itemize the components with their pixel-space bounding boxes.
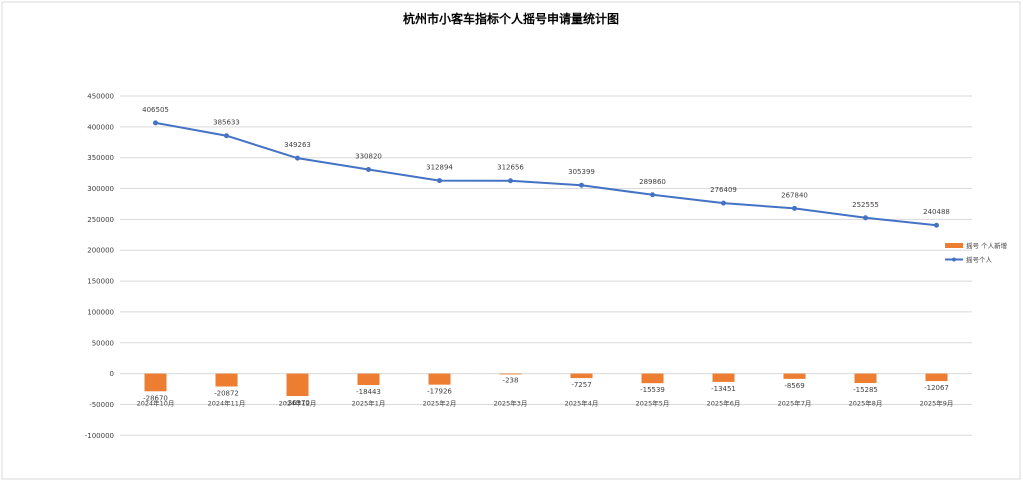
bar-data-label: -28670 [143, 394, 168, 402]
line-data-label: 289860 [639, 178, 666, 186]
bar [641, 373, 664, 384]
bar-series: -28670 -20872 -36370 -18443 -17926 -238 -7257 -… [143, 373, 949, 407]
legend-label-bar: 摇号 个人新增 [966, 241, 1007, 250]
x-tick-label: 2025年2月 [423, 399, 457, 408]
bar [286, 373, 309, 397]
bar-data-label: -238 [503, 377, 519, 385]
legend-swatch-marker [952, 257, 956, 262]
bar [854, 373, 877, 384]
chart-title: 杭州市小客车指标个人摇号申请量统计图 [403, 11, 619, 26]
bar [428, 373, 451, 385]
bar [499, 373, 522, 375]
bar [712, 373, 735, 382]
line-point [792, 205, 797, 211]
bar [144, 373, 167, 392]
line-data-label: 240488 [923, 208, 950, 216]
x-tick-label: 2024年11月 [208, 399, 246, 408]
bar-data-label: -36370 [285, 399, 310, 407]
line-data-label: 385633 [213, 119, 240, 127]
line-series: 406505 385633 349263 330820 312894 312656 3053… [142, 106, 950, 228]
x-tick-label: 2025年6月 [707, 399, 741, 408]
line-point [863, 215, 868, 221]
bar-data-label: -20872 [214, 389, 239, 397]
bar-data-label: -8569 [784, 382, 804, 390]
line-point [579, 182, 584, 188]
grid-lines [120, 95, 972, 436]
bar-data-label: -17926 [427, 388, 452, 396]
line-data-label: 330820 [355, 153, 382, 161]
x-tick-label: 2024年12月 [279, 399, 317, 408]
line-point [721, 200, 726, 206]
y-tick-label: 0 [110, 370, 114, 378]
bar [925, 373, 948, 382]
line-data-label: 312894 [426, 164, 453, 172]
x-tick-label: 2025年1月 [352, 399, 386, 408]
x-tick-label: 2025年5月 [636, 399, 670, 408]
bar [357, 373, 380, 385]
y-tick-label: 200000 [87, 247, 114, 255]
line-data-label: 406505 [142, 106, 169, 114]
x-axis-labels: 2024年10月 2024年11月 2024年12月 2025年1月 2025年2月 20… [137, 399, 954, 408]
line-point [508, 178, 513, 184]
y-tick-label: 150000 [87, 278, 114, 286]
y-tick-label: 450000 [87, 93, 114, 101]
y-tick-label: 350000 [87, 154, 114, 162]
line-point [934, 222, 939, 228]
bar-data-label: -18443 [356, 388, 381, 396]
x-tick-label: 2025年4月 [565, 399, 599, 408]
bar-data-label: -12067 [924, 384, 949, 392]
y-tick-label: -100000 [85, 432, 114, 440]
bar-data-label: -13451 [711, 385, 736, 393]
legend: 摇号 个人新增 摇号个人 [945, 241, 1007, 264]
line-data-label: 252555 [852, 201, 879, 209]
line-data-label: 349263 [284, 141, 311, 149]
y-axis: 450000 400000 350000 300000 250000 200000 1500… [85, 93, 114, 440]
legend-swatch-bar [945, 243, 963, 248]
y-tick-label: 50000 [92, 339, 114, 347]
bar-data-label: -15539 [640, 386, 665, 394]
line-data-label: 267840 [781, 191, 808, 199]
line-point [650, 192, 655, 198]
line-point [295, 155, 300, 161]
line-path [155, 121, 937, 227]
x-tick-label: 2025年8月 [849, 399, 883, 408]
y-tick-label: 400000 [87, 123, 114, 131]
x-tick-label: 2025年3月 [494, 399, 528, 408]
line-point [224, 133, 229, 139]
line-point [153, 120, 158, 126]
y-tick-label: 100000 [87, 308, 114, 316]
bar [783, 373, 806, 379]
bar-data-label: -15285 [853, 386, 878, 394]
line-point [366, 167, 371, 173]
x-tick-label: 2025年9月 [920, 399, 954, 408]
x-tick-label: 2024年10月 [137, 399, 175, 408]
line-point [437, 178, 442, 184]
line-data-label: 312656 [497, 164, 524, 172]
bar [570, 373, 593, 379]
bar-data-label: -7257 [571, 381, 591, 389]
y-tick-label: 250000 [87, 216, 114, 224]
line-data-label: 305399 [568, 168, 595, 176]
legend-label-line: 摇号个人 [966, 255, 993, 264]
y-tick-label: -50000 [89, 401, 114, 409]
y-tick-label: 300000 [87, 185, 114, 193]
line-data-label: 276409 [710, 186, 737, 194]
bar [215, 373, 238, 387]
x-tick-label: 2025年7月 [778, 399, 812, 408]
